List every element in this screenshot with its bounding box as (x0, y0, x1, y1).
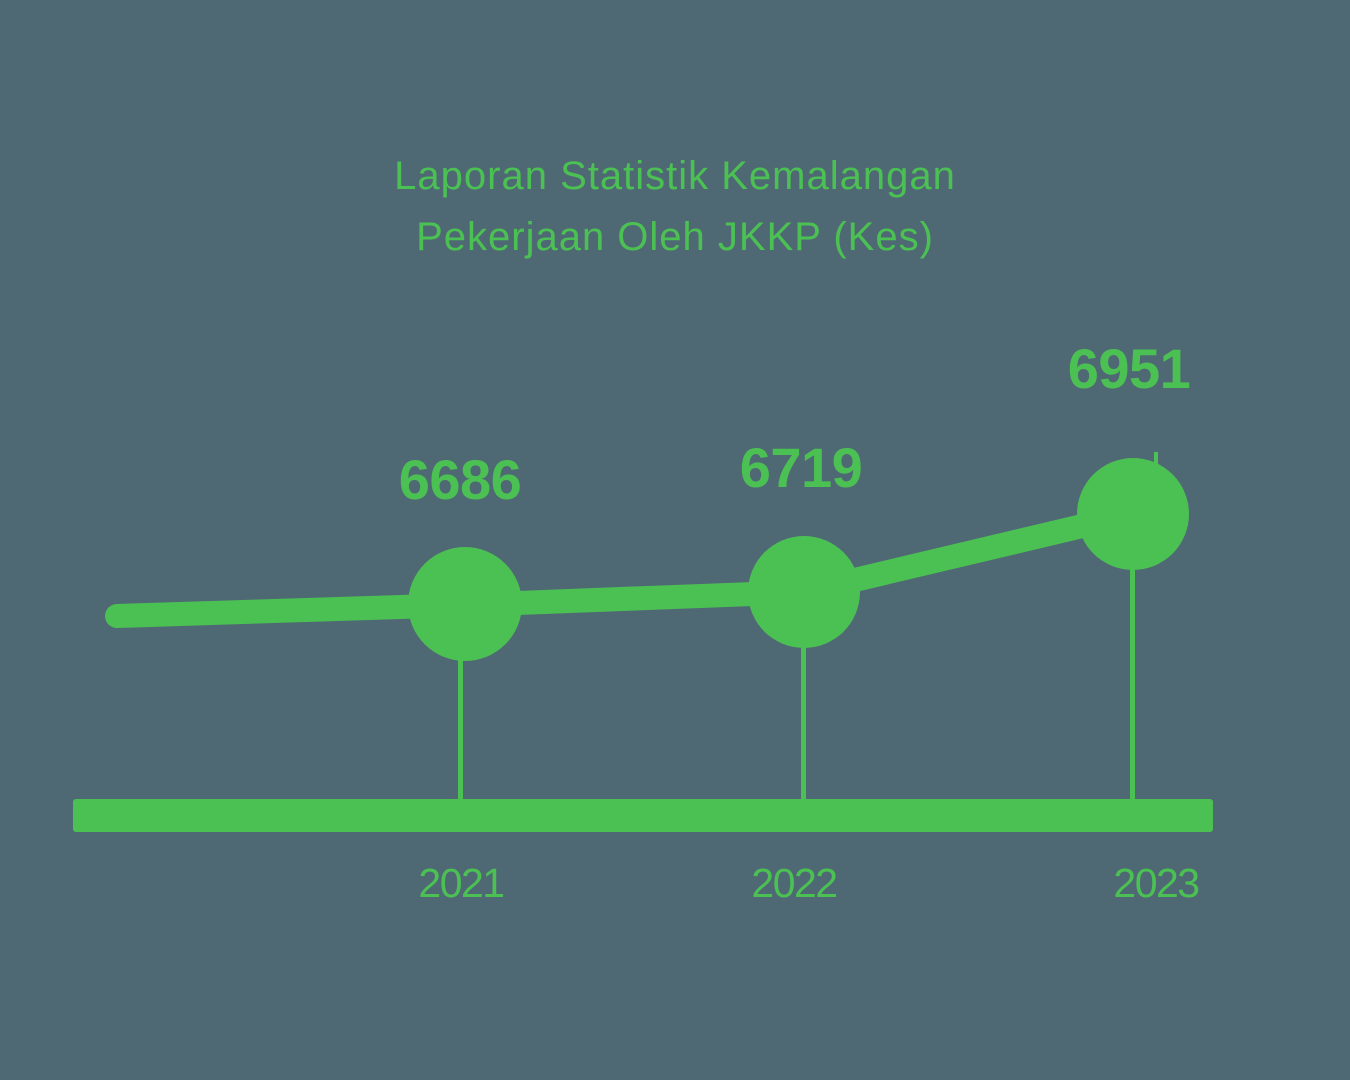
x-axis-bar (73, 799, 1213, 832)
data-point-2022 (748, 536, 860, 648)
value-label-2023: 6951 (1068, 337, 1191, 400)
chart-title: Laporan Statistik Kemalangan Pekerjaan O… (0, 146, 1350, 268)
chart-title-line-1: Laporan Statistik Kemalangan (394, 154, 956, 198)
year-label-2021: 2021 (418, 860, 503, 906)
data-point-2023 (1077, 458, 1189, 570)
value-label-2021: 6686 (399, 448, 522, 511)
chart-title-line-2: Pekerjaan Oleh JKKP (Kes) (416, 215, 934, 259)
year-label-2022: 2022 (751, 860, 836, 906)
year-label-2023: 2023 (1113, 860, 1198, 906)
trend-line (105, 502, 1145, 628)
value-label-2022: 6719 (740, 436, 863, 499)
data-point-2021 (408, 547, 522, 661)
